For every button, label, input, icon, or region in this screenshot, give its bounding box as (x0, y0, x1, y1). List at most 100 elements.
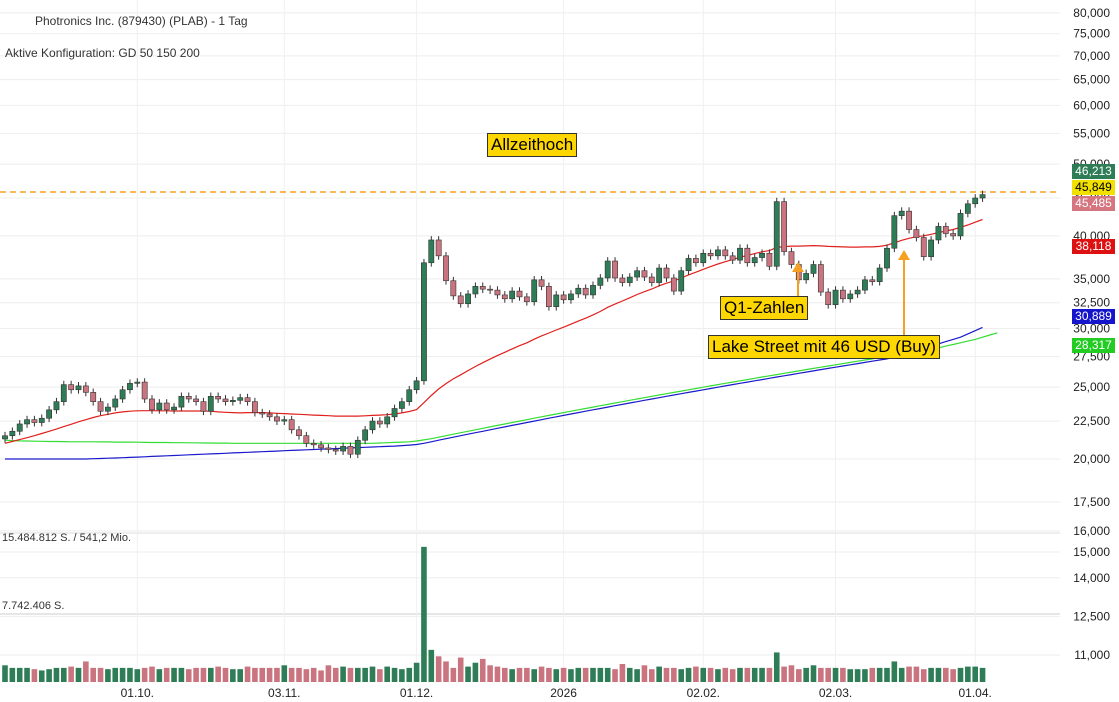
volume-bar (568, 669, 574, 682)
volume-bar (450, 667, 457, 682)
volume-bar (979, 667, 986, 682)
badge-ath-level: 45,849 (1072, 180, 1115, 195)
candle-body (634, 270, 640, 278)
volume-tick-label: 15,000 (1073, 545, 1110, 559)
candle-body (428, 239, 435, 264)
candle-body (325, 447, 332, 450)
candle-body (435, 239, 442, 257)
candle-body (825, 291, 832, 306)
volume-bar (612, 669, 618, 682)
candle-body (854, 289, 861, 295)
volume-bar (149, 666, 155, 682)
candle-body (112, 398, 119, 408)
volume-bar (362, 667, 368, 682)
candle-body (362, 429, 369, 441)
candle-body (266, 413, 273, 418)
candle-body (479, 286, 486, 290)
candle-body (773, 201, 780, 267)
candle-body (274, 416, 280, 422)
candle-body (347, 446, 354, 455)
volume-bar (707, 667, 714, 682)
candle-body (957, 213, 964, 237)
badge-close: 45,485 (1072, 196, 1115, 211)
candle-body (31, 419, 38, 423)
volume-bar (303, 669, 310, 682)
volume-bar (965, 666, 971, 682)
badge-last-price: 46,213 (1072, 164, 1115, 179)
candle-body (237, 397, 244, 401)
volume-bar (825, 667, 831, 682)
volume-bar (24, 667, 30, 682)
volume-bar (171, 667, 177, 682)
volume-bar (950, 669, 956, 682)
volume-bar (832, 667, 839, 682)
candle-body (913, 229, 920, 238)
price-tick-label: 80,000 (1073, 6, 1110, 20)
candle-body (68, 384, 75, 391)
candle-body (406, 389, 413, 402)
volume-bar (678, 669, 684, 682)
candle-body (590, 285, 596, 296)
candle-body (538, 279, 545, 287)
candle-body (737, 247, 743, 261)
volume-bar (840, 667, 846, 682)
volume-bar (884, 667, 890, 682)
candle-body (766, 252, 773, 267)
volume-bar (369, 666, 376, 682)
config-label: Aktive Konfiguration: GD 50 150 200 (5, 46, 200, 60)
volume-bar (729, 669, 736, 682)
volume-bar (751, 667, 758, 682)
volume-bar (516, 667, 523, 682)
price-tick-label: 30,000 (1073, 322, 1110, 336)
candle-body (869, 279, 876, 282)
candle-body (24, 419, 30, 425)
volume-bar (156, 669, 163, 682)
volume-bar (222, 667, 229, 682)
volume-bar (524, 667, 530, 682)
candle-body (575, 287, 582, 295)
candle-body (759, 252, 765, 258)
price-tick-label: 22,500 (1073, 414, 1110, 428)
gd200-line (4, 332, 998, 444)
volume-bar (340, 666, 346, 682)
volume-bar (803, 667, 809, 682)
volume-bar (920, 669, 927, 682)
time-tick-label: 01.04. (959, 686, 992, 700)
candle-body (876, 267, 883, 282)
volume-bar (538, 666, 545, 682)
candle-body (884, 247, 890, 269)
candle-body (97, 401, 104, 412)
volume-bar (626, 667, 633, 682)
volume-bar (472, 662, 479, 682)
volume-bar (377, 669, 383, 682)
volume-bar (134, 669, 141, 682)
candle-body (288, 419, 295, 431)
candle-body (839, 289, 846, 300)
volume-tick-label: 12,500 (1073, 609, 1110, 623)
candle-body (119, 389, 126, 400)
candle-body (156, 402, 163, 411)
volume-bar (266, 667, 273, 682)
candle-body (134, 381, 141, 384)
candle-body (450, 280, 457, 297)
volume-bar (97, 667, 104, 682)
volume-bar (854, 669, 861, 682)
volume-bar (759, 667, 765, 682)
volume-bar (796, 669, 802, 682)
volume-bar (105, 669, 111, 682)
candle-body (259, 412, 266, 415)
candle-body (626, 276, 633, 283)
candle-body (832, 289, 839, 306)
volume-bar (928, 667, 934, 682)
volume-bar (230, 669, 236, 682)
volume-bar (252, 667, 258, 682)
candle-body (354, 439, 361, 455)
volume-bar (773, 652, 780, 682)
volume-bar (119, 667, 126, 682)
price-tick-label: 27,500 (1073, 350, 1110, 364)
volume-bar (244, 666, 251, 682)
volume-bar (546, 667, 552, 682)
candle-body (229, 400, 236, 402)
candle-body (16, 423, 23, 432)
